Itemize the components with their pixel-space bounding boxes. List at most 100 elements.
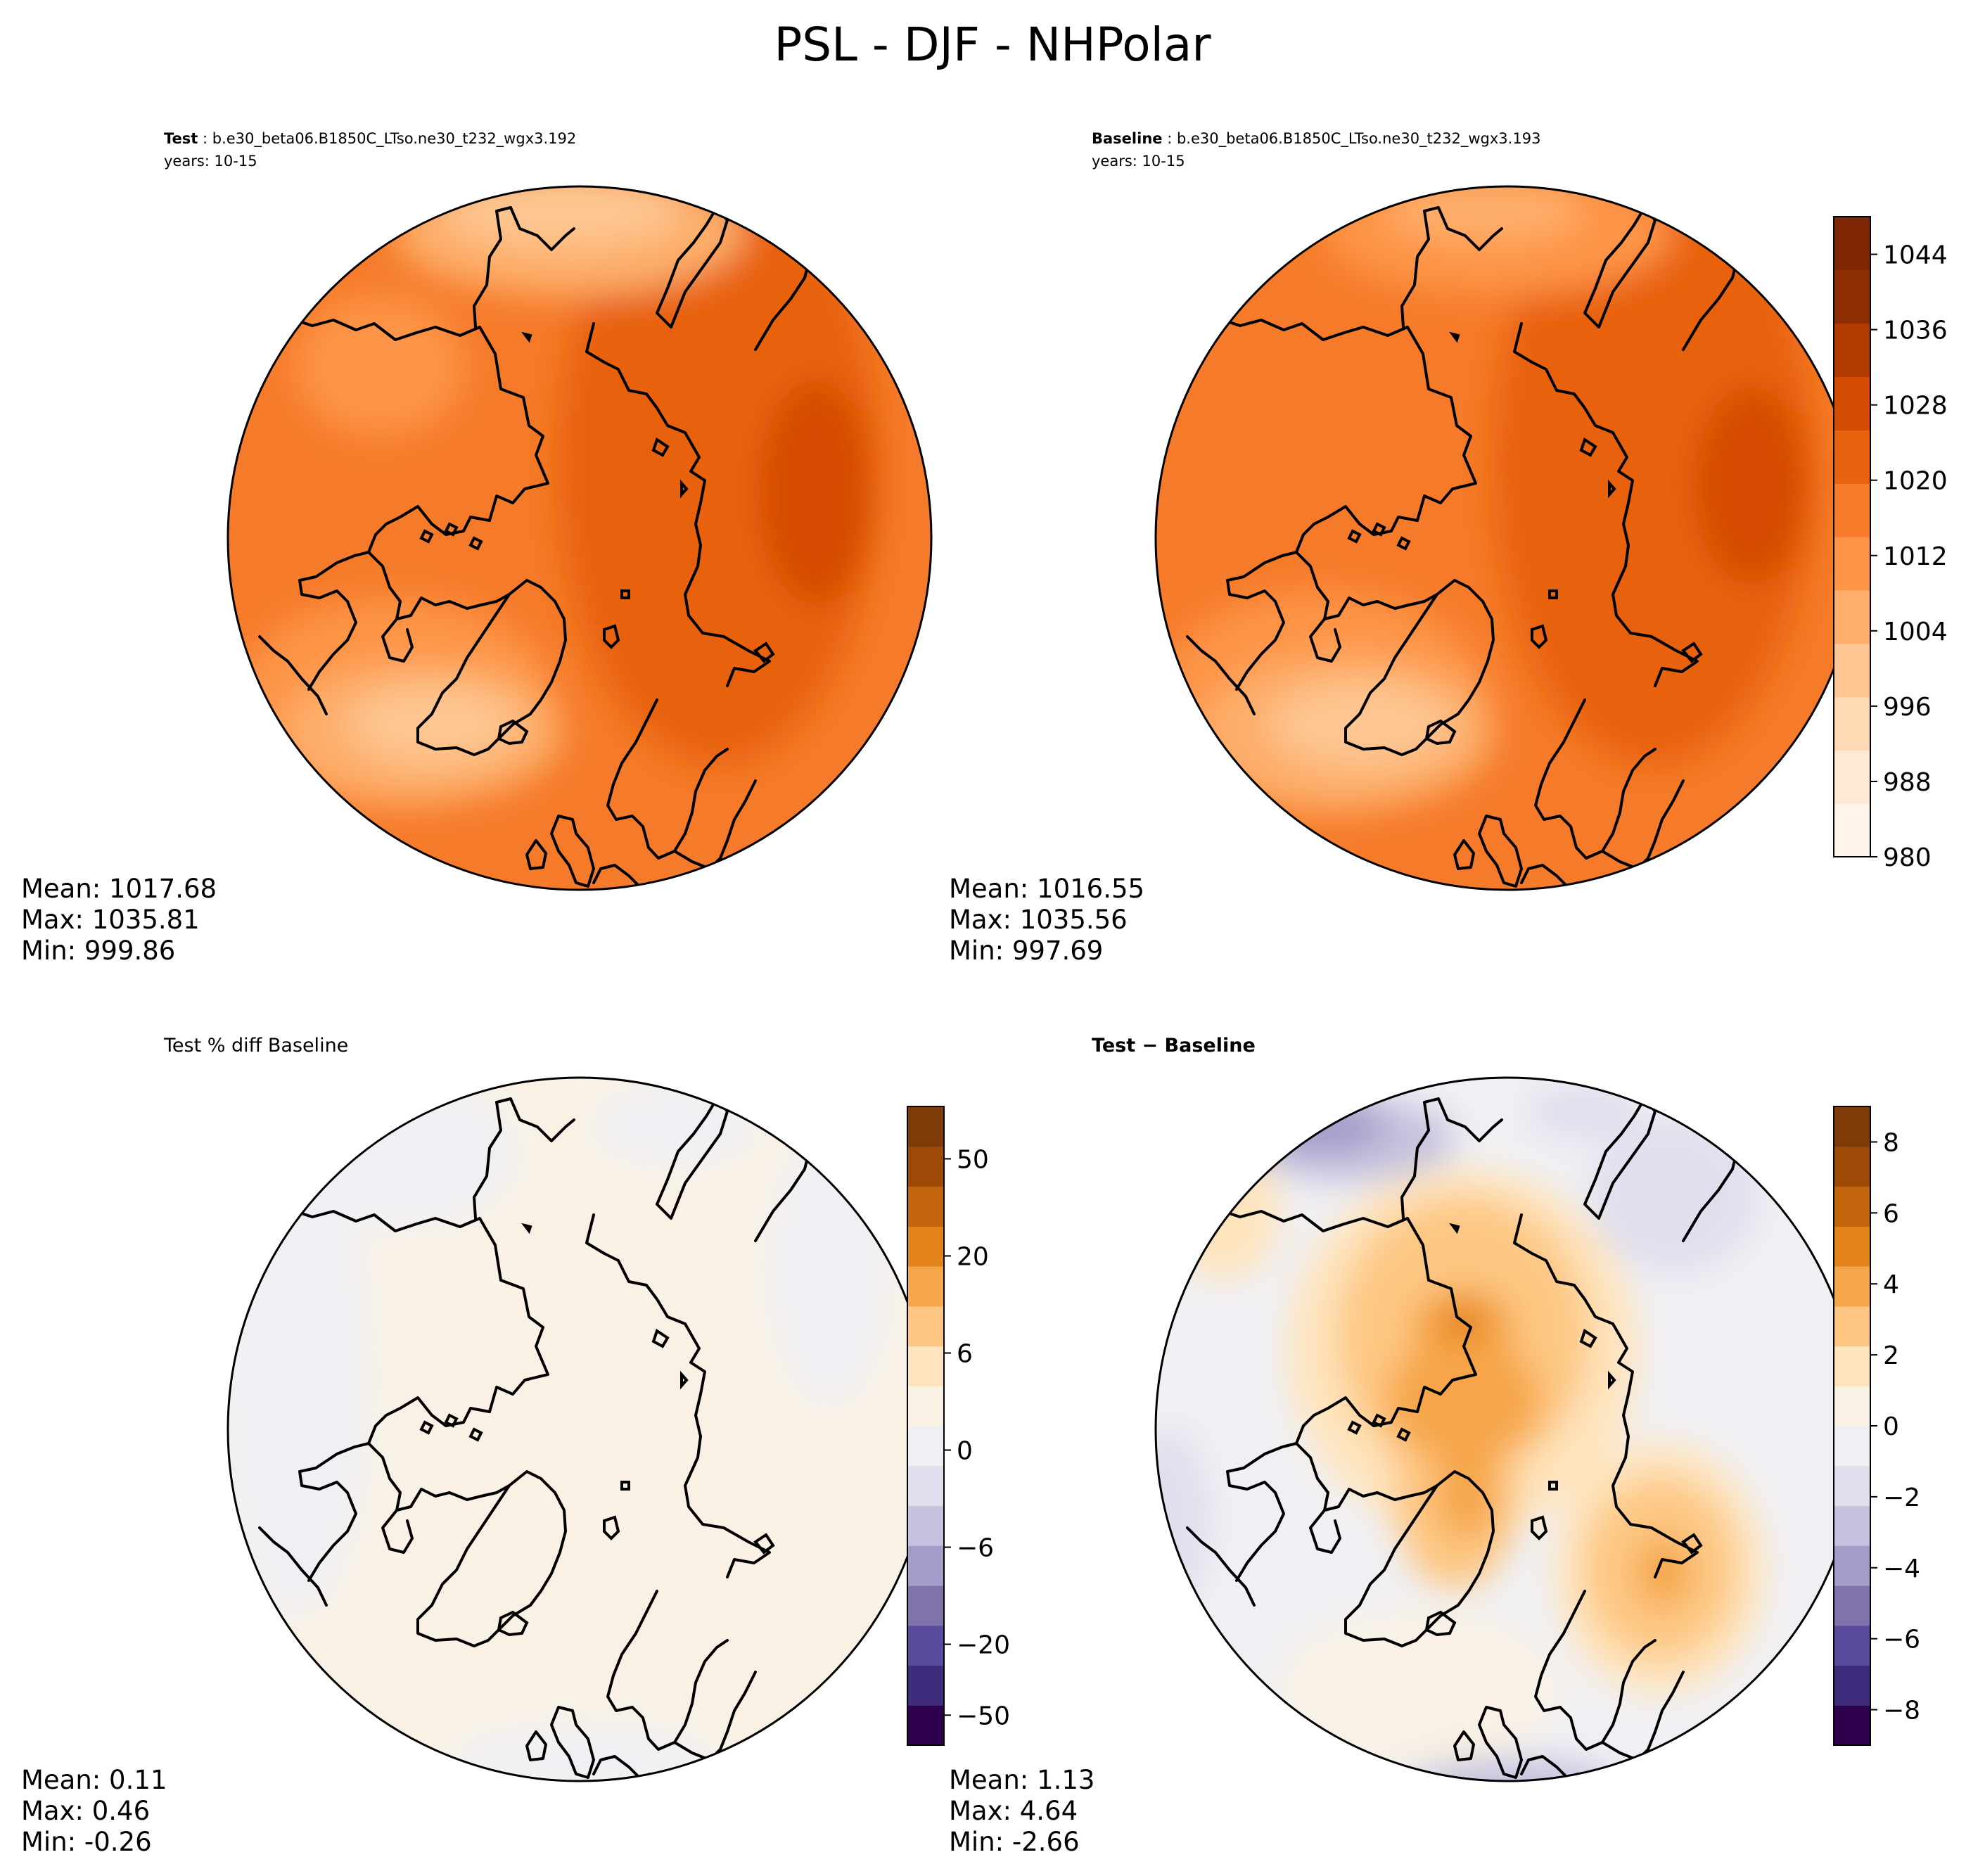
- colorbar-main-tick-label: 1028: [1883, 392, 1948, 421]
- colorbar-main-band: [1834, 430, 1870, 484]
- colorbar-diff-band: [1834, 1625, 1870, 1666]
- colorbar-main-tick-label: 988: [1883, 768, 1932, 797]
- colorbar-diff-tick-label: −4: [1883, 1555, 1920, 1583]
- colorbar-pctdiff-tick-label: 20: [957, 1242, 989, 1271]
- panel-baseline-mean: Mean: 1016.55: [949, 874, 1144, 904]
- colorbar-pctdiff-band: [907, 1465, 944, 1507]
- panel-diff-max: Max: 4.64: [949, 1796, 1078, 1826]
- panel-pctdiff: Test % diff Baseline Mean: 0.11 Max: 0.4…: [21, 1035, 933, 1857]
- colorbar-pctdiff-band: [907, 1146, 944, 1187]
- colorbar-main-band: [1834, 643, 1870, 698]
- colorbar-diff-tick-label: −2: [1883, 1483, 1920, 1512]
- colorbar-diff-tick-label: −8: [1883, 1697, 1920, 1725]
- colorbar-pctdiff-band: [907, 1106, 944, 1147]
- panel-pctdiff-max: Max: 0.46: [21, 1796, 150, 1826]
- figure-title: PSL - DJF - NHPolar: [774, 18, 1211, 72]
- colorbar-diff-band: [1834, 1465, 1870, 1507]
- colorbar-main-band: [1834, 696, 1870, 751]
- panel-baseline: Baseline : b.e30_beta06.B1850C_LTso.ne30…: [949, 130, 1860, 966]
- colorbar-main-band: [1834, 269, 1870, 324]
- colorbar-diff-tick-label: 6: [1883, 1199, 1899, 1228]
- panel-test-mean: Mean: 1017.68: [21, 874, 217, 904]
- colorbar-main-band: [1834, 323, 1870, 378]
- panel-baseline-map: [1156, 186, 1859, 890]
- colorbar-pctdiff-band: [907, 1625, 944, 1666]
- colorbar-pctdiff-band: [907, 1426, 944, 1467]
- colorbar-pctdiff-band: [907, 1665, 944, 1706]
- panel-diff: Test − Baseline: [949, 1035, 1860, 1857]
- colorbar-pctdiff-band: [907, 1545, 944, 1586]
- colorbar-pctdiff-band: [907, 1585, 944, 1626]
- panel-test-map: [228, 186, 931, 890]
- colorbar-diff-band: [1834, 1186, 1870, 1227]
- panel-diff-map: [1156, 1078, 1859, 1781]
- colorbar-diff-band: [1834, 1505, 1870, 1546]
- panel-test-max: Max: 1035.81: [21, 905, 200, 935]
- colorbar-diff-band: [1834, 1226, 1870, 1267]
- colorbar-pctdiff-band: [907, 1705, 944, 1746]
- colorbar-diff-band: [1834, 1306, 1870, 1347]
- colorbar-pctdiff-tick-label: 6: [957, 1339, 973, 1368]
- colorbar-diff-band: [1834, 1346, 1870, 1386]
- colorbar-pctdiff-band: [907, 1505, 944, 1546]
- colorbar-pctdiff-tick-label: −6: [957, 1534, 994, 1563]
- colorbar-pctdiff-band: [907, 1306, 944, 1347]
- colorbar-diff-band: [1834, 1705, 1870, 1746]
- colorbar-diff-tick-label: 4: [1883, 1270, 1899, 1299]
- panel-diff-mean: Mean: 1.13: [949, 1765, 1094, 1795]
- colorbar-pctdiff-tick-label: 50: [957, 1145, 989, 1174]
- colorbar-main-tick-label: 996: [1883, 693, 1932, 722]
- colorbar-main-tick-label: 1036: [1883, 317, 1948, 345]
- panel-diff-min: Min: -2.66: [949, 1827, 1080, 1857]
- panel-pctdiff-min: Min: -0.26: [21, 1827, 152, 1857]
- colorbar-diff-band: [1834, 1266, 1870, 1307]
- colorbar-main-band: [1834, 589, 1870, 644]
- colorbar-diff-band: [1834, 1545, 1870, 1586]
- colorbar-pctdiff-band: [907, 1346, 944, 1386]
- colorbar-diff-band: [1834, 1106, 1870, 1147]
- colorbar-pctdiff-tick-label: −50: [957, 1702, 1010, 1730]
- colorbar-diff-band: [1834, 1146, 1870, 1187]
- colorbar-pctdiff-band: [907, 1266, 944, 1307]
- colorbar-pctdiff: 50 20 6 0 −6 −20 −50: [907, 1106, 1010, 1746]
- colorbar-pctdiff-tick-label: −20: [957, 1631, 1010, 1660]
- colorbar-diff-tick-label: 2: [1883, 1341, 1899, 1370]
- panel-test-years: years: 10-15: [164, 153, 257, 170]
- colorbar-main-band: [1834, 537, 1870, 591]
- panel-diff-header: Test − Baseline: [1092, 1035, 1256, 1057]
- colorbar-diff: 8 6 4 2 0 −2 −4 −6 −8: [1833, 1106, 1920, 1746]
- colorbar-main: 1044 1036 1028 1020 1012 1004 996 988 980: [1833, 216, 1948, 872]
- colorbar-diff-band: [1834, 1585, 1870, 1626]
- colorbar-main-tick-label: 1020: [1883, 467, 1948, 496]
- colorbar-main-tick-label: 1004: [1883, 618, 1948, 646]
- colorbar-main-band: [1834, 750, 1870, 804]
- panel-baseline-min: Min: 997.69: [949, 936, 1103, 966]
- colorbar-pctdiff-band: [907, 1186, 944, 1227]
- colorbar-diff-band: [1834, 1665, 1870, 1706]
- colorbar-diff-band: [1834, 1426, 1870, 1467]
- panel-pctdiff-map: [228, 1078, 931, 1781]
- colorbar-pctdiff-band: [907, 1226, 944, 1267]
- colorbar-main-band: [1834, 376, 1870, 430]
- colorbar-main-tick-label: 1012: [1883, 542, 1948, 571]
- colorbar-diff-band: [1834, 1386, 1870, 1427]
- colorbar-pctdiff-tick-label: 0: [957, 1437, 973, 1466]
- panel-pctdiff-header: Test % diff Baseline: [163, 1035, 348, 1057]
- panel-pctdiff-mean: Mean: 0.11: [21, 1765, 167, 1795]
- colorbar-main-band: [1834, 803, 1870, 857]
- panel-test-header: Test : b.e30_beta06.B1850C_LTso.ne30_t23…: [164, 130, 576, 148]
- colorbar-main-tick-label: 1044: [1883, 241, 1948, 270]
- colorbar-diff-tick-label: 0: [1883, 1412, 1899, 1441]
- panel-baseline-header: Baseline : b.e30_beta06.B1850C_LTso.ne30…: [1092, 130, 1540, 148]
- colorbar-main-band: [1834, 483, 1870, 537]
- colorbar-main-band: [1834, 217, 1870, 271]
- panel-baseline-max: Max: 1035.56: [949, 905, 1128, 935]
- panel-baseline-years: years: 10-15: [1092, 153, 1185, 170]
- colorbar-pctdiff-band: [907, 1386, 944, 1427]
- panel-test-min: Min: 999.86: [21, 936, 175, 966]
- colorbar-main-tick-label: 980: [1883, 843, 1932, 872]
- colorbar-diff-tick-label: 8: [1883, 1128, 1899, 1157]
- panel-test: Test : b.e30_beta06.B1850C_LTso.ne30_t23…: [21, 130, 933, 966]
- colorbar-diff-tick-label: −6: [1883, 1626, 1920, 1654]
